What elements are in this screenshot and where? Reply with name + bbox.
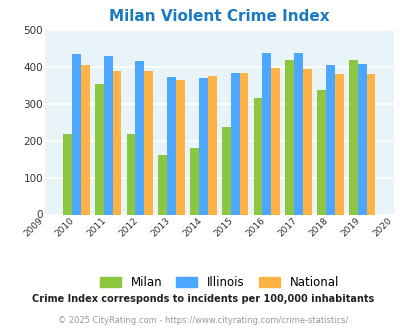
Bar bbox=[302, 69, 311, 215]
Bar bbox=[294, 52, 302, 214]
Bar bbox=[135, 61, 144, 214]
Text: © 2025 CityRating.com - https://www.cityrating.com/crime-statistics/: © 2025 CityRating.com - https://www.city… bbox=[58, 315, 347, 325]
Bar bbox=[103, 56, 112, 214]
Bar bbox=[366, 75, 375, 214]
Text: Crime Index corresponds to incidents per 100,000 inhabitants: Crime Index corresponds to incidents per… bbox=[32, 294, 373, 304]
Bar bbox=[207, 76, 216, 215]
Bar bbox=[357, 64, 366, 214]
Bar bbox=[176, 80, 185, 214]
Bar bbox=[239, 73, 248, 215]
Bar bbox=[167, 77, 176, 214]
Bar bbox=[253, 98, 262, 214]
Bar bbox=[316, 89, 325, 214]
Bar bbox=[158, 155, 167, 214]
Legend: Milan, Illinois, National: Milan, Illinois, National bbox=[100, 276, 338, 289]
Bar bbox=[348, 60, 357, 214]
Bar bbox=[144, 72, 153, 214]
Bar bbox=[198, 79, 207, 214]
Bar bbox=[126, 134, 135, 214]
Bar bbox=[262, 52, 271, 214]
Bar bbox=[95, 84, 103, 214]
Bar bbox=[81, 65, 90, 214]
Bar bbox=[221, 127, 230, 214]
Bar bbox=[190, 148, 198, 214]
Bar bbox=[112, 72, 121, 214]
Bar bbox=[271, 68, 279, 214]
Bar bbox=[72, 54, 81, 214]
Bar bbox=[285, 60, 294, 214]
Bar bbox=[230, 73, 239, 214]
Bar bbox=[63, 134, 72, 214]
Bar bbox=[325, 65, 334, 214]
Bar bbox=[334, 74, 343, 214]
Title: Milan Violent Crime Index: Milan Violent Crime Index bbox=[109, 9, 329, 24]
